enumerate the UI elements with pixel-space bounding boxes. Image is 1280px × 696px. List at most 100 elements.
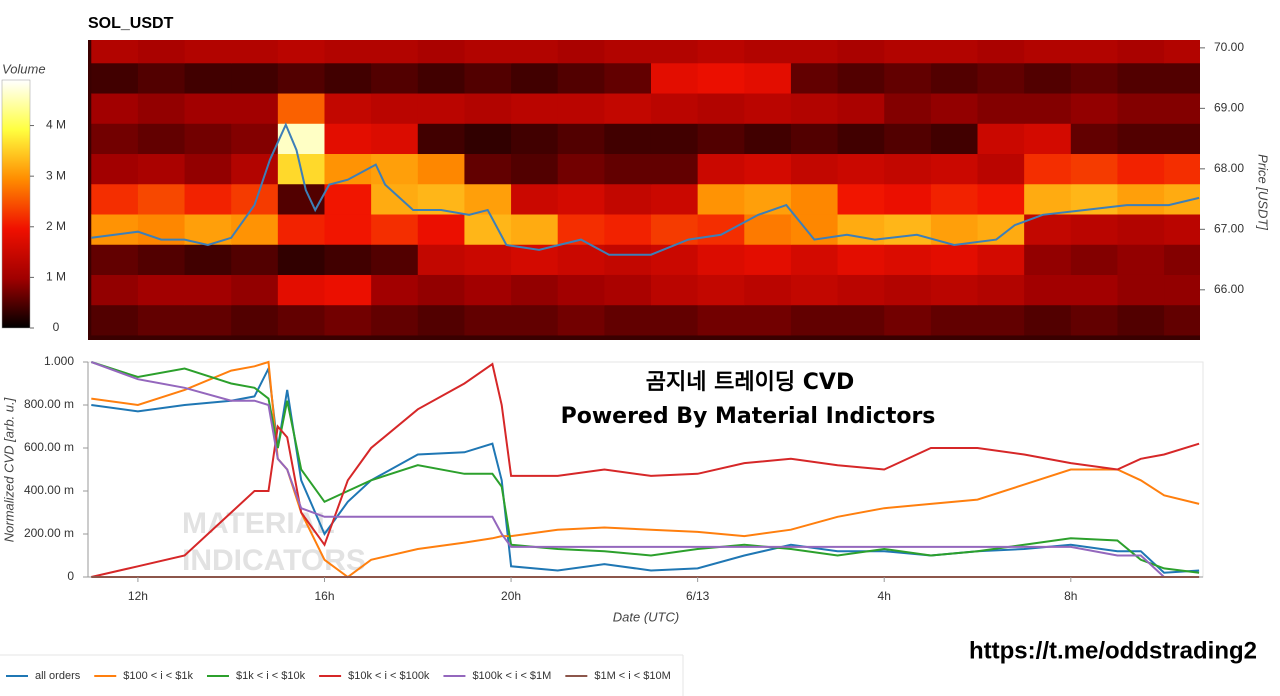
heatmap-cell [1024, 93, 1072, 124]
cvd-line [91, 365, 1200, 574]
heatmap-cell [91, 62, 139, 94]
heatmap-cell [790, 40, 839, 64]
heatmap-cell [137, 274, 186, 306]
cvd-line [91, 360, 1200, 579]
heatmap-cell [371, 123, 419, 155]
heatmap-cell [277, 244, 325, 275]
heatmap-cell [324, 183, 372, 215]
y2-tick-label: 66.00 [1214, 282, 1244, 296]
heatmap-cell [1024, 153, 1072, 185]
heatmap-cell [604, 214, 652, 245]
heatmap-cell [930, 153, 979, 185]
legend-label: all orders [35, 670, 81, 682]
heatmap-cell [744, 40, 792, 64]
heatmap-cell [1117, 183, 1165, 215]
heatmap-cell [837, 93, 885, 124]
heatmap-cell [137, 153, 186, 185]
heatmap-cell [1024, 244, 1072, 275]
heatmap-cell [1117, 153, 1165, 185]
heatmap-cell [1117, 244, 1165, 275]
x-tick-label: 16h [314, 589, 334, 603]
heatmap-cell [91, 40, 139, 64]
heatmap-cell [371, 93, 419, 124]
heatmap-cell [650, 93, 699, 124]
heatmap-cell [184, 93, 232, 124]
heatmap-cell [277, 123, 325, 155]
heatmap-cell [1070, 274, 1118, 306]
heatmap-cell [884, 123, 932, 155]
heatmap-cell [137, 62, 186, 94]
heatmap-cell [1117, 40, 1165, 64]
heatmap-cell [884, 304, 932, 336]
heatmap-cell [697, 123, 745, 155]
heatmap-cell [1024, 123, 1072, 155]
colorbar-tick-label: 2 M [46, 219, 66, 233]
heatmap-cell [650, 62, 699, 94]
heatmap-cell [697, 244, 745, 275]
y-axis-title: Normalized CVD [arb. u.] [1, 397, 16, 542]
heatmap-cell [417, 93, 465, 124]
heatmap-cell [371, 153, 419, 185]
heatmap-cell [511, 123, 559, 155]
y2-tick-label: 70.00 [1214, 40, 1244, 54]
annotation: Powered By Material Indictors [561, 404, 936, 429]
heatmap-cell [744, 183, 792, 215]
heatmap-cell [277, 62, 325, 94]
heatmap-cell [91, 183, 139, 215]
y-tick-label: 200.00 m [24, 526, 74, 540]
heatmap-cell [1164, 153, 1200, 185]
heatmap-cell [884, 93, 932, 124]
heatmap-cell [744, 214, 792, 245]
y2-tick-label: 68.00 [1214, 161, 1244, 175]
heatmap-cells [91, 40, 1200, 336]
heatmap-cell [184, 244, 232, 275]
legend-label: $100k < i < $1M [472, 670, 551, 682]
heatmap-cell [277, 304, 325, 336]
heatmap-cell [231, 183, 279, 215]
heatmap-cell [417, 214, 465, 245]
heatmap-cell [511, 183, 559, 215]
heatmap-cell [277, 214, 325, 245]
heatmap-cell [511, 40, 559, 64]
heatmap-cell [930, 304, 979, 336]
heatmap-cell [464, 153, 512, 185]
heatmap-cell [511, 93, 559, 124]
heatmap-cell [744, 93, 792, 124]
heatmap-cell [790, 183, 839, 215]
x-tick-label: 6/13 [686, 589, 710, 603]
heatmap-cell [697, 62, 745, 94]
heatmap-cell [884, 183, 932, 215]
heatmap-cell [324, 123, 372, 155]
heatmap-cell [231, 214, 279, 245]
heatmap-cell [1117, 274, 1165, 306]
heatmap-cell [977, 40, 1025, 64]
heatmap-cell [977, 183, 1025, 215]
heatmap-cell [1164, 214, 1200, 245]
heatmap-cell [277, 40, 325, 64]
heatmap-cell [277, 183, 325, 215]
heatmap-cell [557, 40, 605, 64]
colorbar-tick-label: 3 M [46, 168, 66, 182]
y-tick-label: 400.00 m [24, 483, 74, 497]
heatmap-cell [744, 274, 792, 306]
heatmap-cell [184, 123, 232, 155]
heatmap-cell [184, 304, 232, 336]
colorbar-title: Volume [2, 61, 46, 76]
heatmap-cell [371, 62, 419, 94]
heatmap-cell [371, 183, 419, 215]
heatmap-cell [324, 244, 372, 275]
heatmap-cell [417, 274, 465, 306]
heatmap-cell [184, 40, 232, 64]
annotation: 곰지네 트레이딩 CVD [646, 370, 854, 395]
heatmap-cell [930, 183, 979, 215]
heatmap-cell [464, 93, 512, 124]
heatmap-cell [744, 244, 792, 275]
heatmap-cell [930, 62, 979, 94]
heatmap-cell [604, 93, 652, 124]
heatmap-cell [1164, 304, 1200, 336]
heatmap-cell [1164, 123, 1200, 155]
legend-label: $1M < i < $10M [594, 670, 670, 682]
heatmap-cell [837, 62, 885, 94]
heatmap-cell [977, 274, 1025, 306]
y2-tick-label: 67.00 [1214, 221, 1244, 235]
